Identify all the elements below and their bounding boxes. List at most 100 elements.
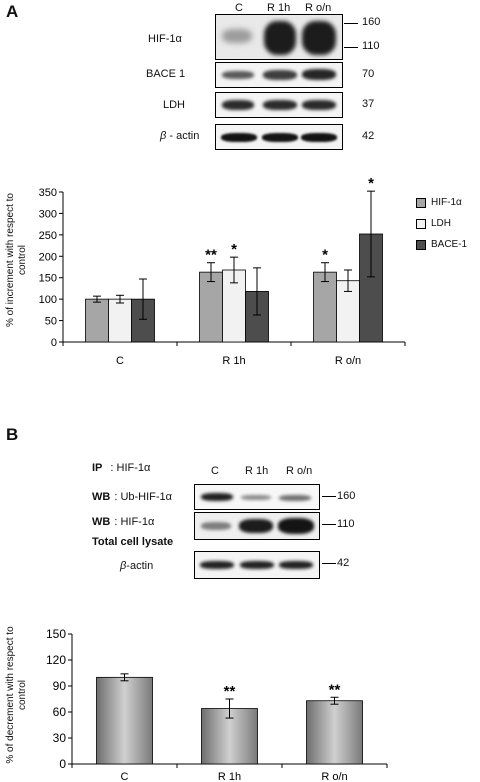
y-tick-label: 120 <box>46 653 66 667</box>
bar <box>306 700 363 765</box>
mw-37: 37 <box>362 98 375 110</box>
legend-item-ldh: LDH <box>416 218 467 229</box>
legend-label: LDH <box>431 218 452 229</box>
y-tick-label: 0 <box>59 757 66 771</box>
blot-label-bace: BACE 1 <box>146 68 186 80</box>
y-tick-label: 60 <box>53 705 67 719</box>
mw-70: 70 <box>362 68 375 80</box>
lane-label-r1h: R 1h <box>267 2 291 14</box>
beta-symbol: β <box>120 560 127 572</box>
legend-label: BACE-1 <box>431 239 468 250</box>
y-tick-label: 150 <box>39 273 57 285</box>
band <box>221 133 257 142</box>
y-tick-label: 100 <box>39 294 57 306</box>
x-tick-label: C <box>121 771 129 782</box>
legend-swatch <box>416 239 426 250</box>
band <box>241 495 271 500</box>
mw-110: 110 <box>362 40 380 52</box>
mw-dash <box>322 563 336 564</box>
y-tick-label: 90 <box>53 679 67 693</box>
band <box>239 519 273 533</box>
wb1-row-label: WB: Ub-HIF-1α <box>92 491 172 503</box>
legend-item-bace: BACE-1 <box>416 239 467 250</box>
blot-ldh <box>215 92 343 118</box>
bar <box>199 271 223 343</box>
b-lane-label-ron: R o/n <box>286 465 313 477</box>
total-lysate-label: Total cell lysate <box>92 536 174 548</box>
chart-b: 0 30 60 90 120 150 C R 1h ** R o/n ** <box>46 627 388 782</box>
panel-a-letter: A <box>6 2 19 21</box>
band <box>279 561 313 569</box>
y-tick-label: 300 <box>39 208 57 220</box>
lane-label-ron: R o/n <box>305 2 332 14</box>
wb2-row-label: WB: HIF-1α <box>92 516 154 528</box>
y-tick-label: 0 <box>51 337 57 349</box>
blot-hif <box>215 14 343 60</box>
bar <box>96 676 153 765</box>
band <box>302 21 336 55</box>
wb2-label: WB <box>92 516 111 528</box>
wb1-target: : Ub-HIF-1α <box>114 491 173 503</box>
y-tick-label: 350 <box>39 187 57 199</box>
band <box>222 29 252 43</box>
mw-42: 42 <box>362 130 375 142</box>
bar <box>313 271 337 343</box>
b-actin-label: β-actin <box>120 560 153 572</box>
band <box>279 495 311 501</box>
mw-dash <box>344 47 358 48</box>
bar <box>85 298 109 343</box>
mw-160: 160 <box>362 16 381 28</box>
x-tick-label: R o/n <box>335 355 361 367</box>
significance-marker: ** <box>329 681 341 698</box>
band <box>263 70 297 80</box>
blot-actin <box>215 124 343 150</box>
mw-dash <box>344 23 358 24</box>
band <box>264 21 296 55</box>
mw-dash <box>322 496 336 497</box>
band <box>222 100 254 110</box>
chart-a-legend: HIF-1α LDH BACE-1 <box>416 197 467 250</box>
blot-ub-hif <box>194 484 320 510</box>
band <box>302 100 336 110</box>
band <box>263 100 297 110</box>
blot-actin-b <box>194 551 320 579</box>
y-tick-label: 150 <box>46 627 66 641</box>
significance-marker: * <box>322 247 328 264</box>
band <box>222 71 254 79</box>
blot-hif-b <box>194 512 320 540</box>
significance-marker: * <box>368 178 374 192</box>
beta-symbol: β <box>160 130 167 142</box>
blot-bace <box>215 62 343 88</box>
ip-target: : HIF-1α <box>110 462 151 474</box>
blot-label-hif: HIF-1α <box>148 33 182 45</box>
band <box>302 69 336 80</box>
ip-row-label: IP: HIF-1α <box>92 462 150 474</box>
legend-label: HIF-1α <box>431 197 462 208</box>
b-mw-160: 160 <box>337 490 356 502</box>
x-tick-label: C <box>116 355 124 367</box>
y-tick-label: 200 <box>39 251 57 263</box>
y-tick-label: 50 <box>45 316 57 328</box>
x-tick-label: R 1h <box>218 771 241 782</box>
panel-b-letter: B <box>6 425 19 444</box>
blot-label-ldh: LDH <box>163 99 186 111</box>
band <box>200 561 234 569</box>
y-tick-label: 30 <box>53 731 67 745</box>
lane-label-c: C <box>235 2 243 14</box>
band <box>278 518 314 534</box>
x-tick-label: R o/n <box>321 771 347 782</box>
blot-label-actin: β - actin <box>160 130 199 142</box>
wb1-label: WB <box>92 491 111 503</box>
actin-text: -actin <box>126 560 154 572</box>
band <box>240 561 274 569</box>
significance-marker: ** <box>224 683 236 700</box>
y-tick-label: 250 <box>39 230 57 242</box>
x-tick-label: R 1h <box>222 355 245 367</box>
band <box>301 133 337 142</box>
legend-swatch <box>416 197 426 208</box>
b-lane-label-c: C <box>211 465 219 477</box>
band <box>262 133 298 142</box>
wb2-target: : HIF-1α <box>114 516 155 528</box>
b-mw-110: 110 <box>337 518 355 530</box>
